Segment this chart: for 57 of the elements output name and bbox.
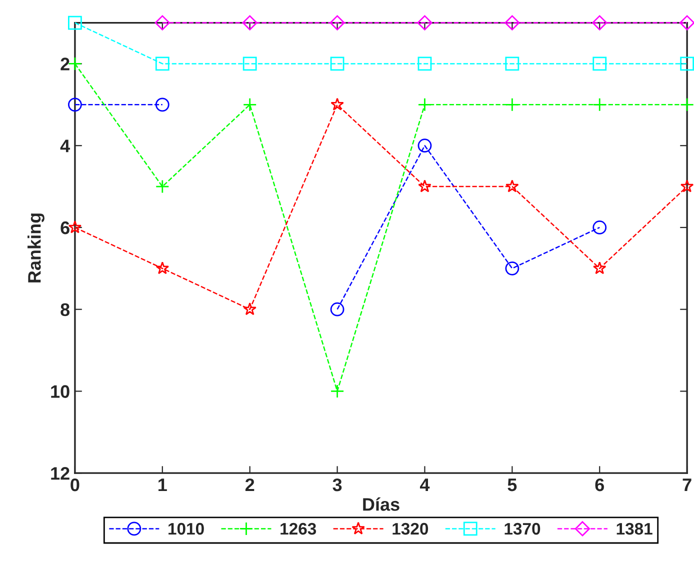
point — [679, 15, 694, 30]
x-axis-title: Días — [363, 497, 400, 511]
point — [592, 261, 606, 274]
legend-label: 1263 — [280, 522, 316, 535]
x-tick-label: 0 — [70, 478, 80, 492]
point — [418, 56, 432, 71]
y-tick-label: 8 — [60, 303, 70, 316]
y-tick-label: 4 — [60, 140, 70, 152]
point — [330, 15, 345, 30]
point — [242, 56, 257, 71]
point — [505, 56, 520, 71]
point — [505, 98, 520, 112]
point — [417, 15, 432, 30]
point — [680, 56, 694, 71]
point — [156, 261, 170, 274]
point — [505, 261, 520, 276]
point — [242, 98, 257, 112]
point — [330, 384, 344, 398]
point — [680, 180, 694, 192]
legend-label: 1320 — [392, 522, 428, 535]
point — [243, 302, 256, 316]
x-tick-label: 4 — [420, 478, 430, 492]
point — [330, 56, 344, 71]
y-tick-label: 2 — [60, 58, 70, 70]
point — [592, 98, 607, 112]
point — [418, 180, 432, 192]
point — [330, 302, 344, 316]
x-tick-label: 2 — [245, 478, 254, 492]
point — [68, 16, 82, 30]
y-axis-title: Ranking — [28, 214, 44, 282]
point — [592, 56, 607, 71]
x-tick-label: 3 — [332, 478, 342, 492]
y-tick-label: 6 — [60, 221, 70, 234]
point — [418, 138, 432, 153]
point — [330, 98, 344, 110]
point — [592, 220, 607, 234]
x-tick-label: 1 — [158, 478, 167, 492]
point — [68, 56, 82, 71]
point — [504, 15, 520, 30]
x-tick-label: 7 — [682, 478, 692, 492]
legend-label: 1370 — [504, 522, 540, 535]
x-tick-label: 5 — [508, 478, 517, 492]
y-tick-label: 12 — [51, 467, 70, 480]
point — [418, 98, 432, 112]
x-tick-label: 6 — [595, 478, 604, 492]
point — [155, 56, 170, 71]
point — [592, 15, 608, 30]
point — [680, 98, 694, 112]
point — [242, 15, 258, 30]
point — [155, 98, 170, 112]
legend-label: 1010 — [168, 522, 204, 535]
point — [154, 15, 170, 30]
legend-label: 1381 — [616, 522, 652, 535]
point — [155, 180, 170, 194]
point — [506, 180, 519, 192]
point — [68, 98, 82, 112]
y-tick-label: 10 — [51, 385, 70, 398]
